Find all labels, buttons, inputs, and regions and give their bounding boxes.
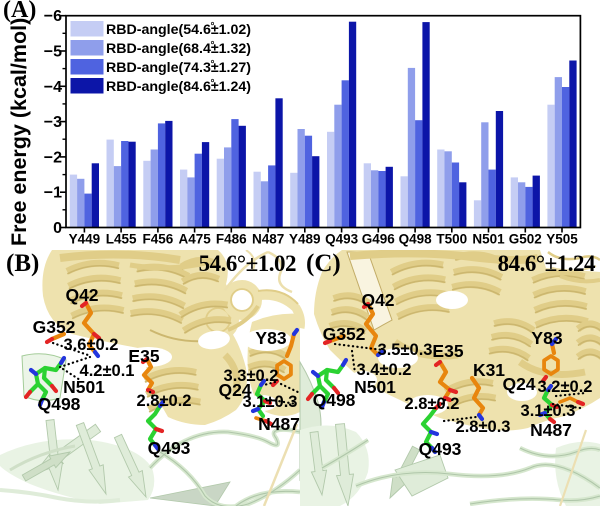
svg-text:−6: −6 [44, 8, 62, 25]
svg-text:E35: E35 [128, 346, 159, 366]
svg-text:Y83: Y83 [531, 328, 562, 348]
svg-text:Q498: Q498 [38, 394, 81, 414]
svg-text:°: ° [211, 78, 215, 89]
svg-text:E35: E35 [432, 341, 463, 361]
svg-text:Q42: Q42 [361, 290, 394, 310]
svg-text:°: ° [211, 40, 215, 51]
svg-text:RBD-angle(74.3±1.27): RBD-angle(74.3±1.27) [106, 60, 251, 76]
svg-text:3.5±0.3: 3.5±0.3 [378, 341, 433, 359]
svg-text:Q498: Q498 [313, 390, 356, 410]
svg-text:3.1±0.3: 3.1±0.3 [243, 393, 298, 411]
svg-text:Y489: Y489 [289, 232, 321, 247]
svg-text:−5: −5 [44, 44, 62, 61]
svg-text:°: ° [211, 59, 215, 70]
svg-text:Free energy (kcal/mol): Free energy (kcal/mol) [7, 18, 31, 246]
svg-text:G352: G352 [323, 324, 366, 344]
svg-text:−4: −4 [44, 79, 62, 96]
svg-text:T500: T500 [436, 232, 467, 247]
svg-text:L455: L455 [106, 232, 137, 247]
svg-text:−1: −1 [44, 185, 62, 202]
svg-text:Q493: Q493 [419, 439, 462, 459]
svg-text:−2: −2 [44, 149, 62, 166]
svg-text:Q24: Q24 [502, 374, 535, 394]
svg-text:F456: F456 [143, 232, 174, 247]
svg-text:3.2±0.2: 3.2±0.2 [538, 378, 593, 396]
svg-text:−3: −3 [44, 114, 62, 131]
svg-text:3.1±0.3: 3.1±0.3 [521, 402, 576, 420]
svg-text:84.6°±1.24: 84.6°±1.24 [498, 251, 596, 276]
svg-text:Y505: Y505 [546, 232, 578, 247]
svg-text:Q493: Q493 [325, 232, 359, 247]
svg-text:°: ° [211, 21, 215, 32]
svg-text:K31: K31 [473, 360, 505, 380]
svg-text:G502: G502 [509, 232, 542, 247]
svg-text:RBD-angle(84.6±1.24): RBD-angle(84.6±1.24) [106, 79, 251, 95]
svg-text:RBD-angle(54.6±1.02): RBD-angle(54.6±1.02) [106, 22, 251, 38]
svg-text:N487: N487 [530, 420, 572, 440]
svg-text:2.8±0.2: 2.8±0.2 [405, 395, 460, 413]
svg-text:N501: N501 [354, 377, 396, 397]
svg-text:A475: A475 [178, 232, 211, 247]
svg-text:(B): (B) [6, 250, 39, 277]
svg-text:N487: N487 [252, 232, 284, 247]
svg-text:(A): (A) [3, 0, 36, 23]
svg-text:Q24: Q24 [218, 380, 251, 400]
svg-text:N501: N501 [472, 232, 505, 247]
svg-text:Q493: Q493 [148, 438, 191, 458]
svg-text:2.8±0.3: 2.8±0.3 [456, 418, 511, 436]
svg-text:RBD-angle(68.4±1.32): RBD-angle(68.4±1.32) [106, 41, 251, 57]
svg-text:3.4±0.2: 3.4±0.2 [357, 361, 412, 379]
svg-text:F486: F486 [216, 232, 247, 247]
svg-text:(C): (C) [306, 250, 341, 277]
svg-text:G352: G352 [33, 317, 76, 337]
svg-text:N501: N501 [63, 377, 105, 397]
svg-text:Y83: Y83 [255, 328, 286, 348]
svg-text:4.2±0.1: 4.2±0.1 [80, 362, 135, 380]
svg-text:Q498: Q498 [399, 232, 433, 247]
svg-text:Q42: Q42 [65, 285, 98, 305]
svg-text:G496: G496 [362, 232, 396, 247]
svg-text:54.6°±1.02: 54.6°±1.02 [199, 251, 296, 276]
svg-text:0: 0 [53, 220, 62, 237]
svg-text:N487: N487 [258, 414, 300, 434]
svg-text:Y449: Y449 [69, 232, 101, 247]
svg-text:3.3±0.2: 3.3±0.2 [224, 367, 279, 385]
svg-text:2.8±0.2: 2.8±0.2 [137, 392, 192, 410]
svg-text:3.6±0.2: 3.6±0.2 [64, 336, 119, 354]
